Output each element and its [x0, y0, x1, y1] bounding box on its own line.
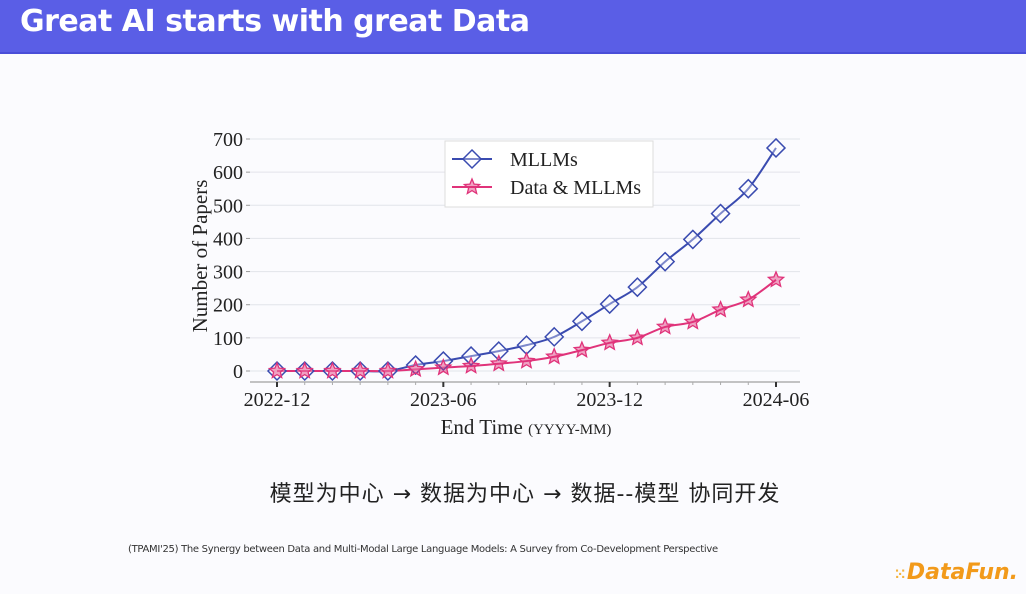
mllms-point	[682, 229, 703, 250]
y-tick-label: 200	[213, 295, 243, 317]
mllms-point	[627, 277, 648, 298]
evolution-caption: 模型为中心 → 数据为中心 → 数据--模型 协同开发	[269, 482, 781, 507]
mllms-point	[655, 251, 676, 272]
datafun-logo: ⁙DataFun.	[894, 560, 1018, 585]
data-mllms-point	[406, 359, 425, 378]
y-tick-label: 400	[213, 228, 243, 250]
data-mllms-point	[323, 361, 342, 379]
legend-label: Data & MLLMs	[510, 177, 641, 199]
data-mllms-point	[517, 351, 536, 369]
legend-label: MLLMs	[510, 149, 578, 171]
y-axis-ticks: 0 100 200 300 400 500 600 700	[213, 129, 250, 383]
paper-citation: (TPAMI'25) The Synergy between Data and …	[128, 544, 718, 555]
data-mllms-point	[655, 317, 675, 335]
mllms-point	[460, 346, 482, 367]
x-axis-label-main: End Time	[441, 415, 529, 439]
mllms-point	[571, 311, 593, 332]
x-axis: 2022-12 2023-06 2023-12 2024-06	[244, 381, 810, 411]
y-tick-label: 500	[213, 195, 243, 217]
data-mllms-point	[739, 289, 758, 308]
mllms-point	[765, 137, 787, 159]
y-tick-label: 300	[213, 262, 243, 284]
x-axis-label: End Time (YYYY-MM)	[441, 415, 612, 439]
data-mllms-point	[683, 312, 702, 330]
data-mllms-point	[378, 361, 398, 379]
data-mllms-point	[572, 340, 592, 358]
data-mllms-point	[351, 361, 370, 379]
data-mllms-point	[461, 356, 481, 374]
data-mllms-point	[295, 361, 314, 379]
logo-text: DataFun.	[906, 560, 1018, 585]
header-bar: Great AI starts with great Data	[0, 0, 1026, 54]
data-mllms-point	[766, 270, 786, 288]
x-axis-label-unit: (YYYY-MM)	[528, 422, 611, 438]
x-tick-label: 2023-12	[576, 389, 643, 411]
series-lines	[276, 147, 777, 373]
chart-legend: MLLMs Data & MLLMs	[444, 140, 654, 208]
data-mllms-point	[545, 346, 564, 365]
mllms-point	[488, 341, 509, 362]
x-tick-label: 2024-06	[743, 389, 810, 411]
y-tick-label: 100	[213, 328, 243, 350]
y-tick-label: 600	[213, 162, 243, 184]
mllms-point	[738, 178, 759, 199]
slide-title: Great AI starts with great Data	[20, 4, 530, 39]
mllms-point	[544, 326, 565, 347]
data-mllms-point	[489, 353, 509, 372]
y-tick-label: 0	[233, 361, 243, 383]
x-tick-label: 2023-06	[410, 389, 477, 411]
legend-box	[444, 140, 654, 208]
y-tick-label: 700	[213, 129, 243, 151]
legend-diamond-icon	[461, 148, 483, 170]
x-tick-label: 2022-12	[244, 389, 311, 411]
series-markers	[266, 137, 787, 382]
data-mllms-point	[267, 361, 287, 379]
series-line-data-mllms	[276, 279, 777, 373]
y-axis-label: Number of Papers	[188, 180, 212, 333]
mllms-point	[710, 203, 731, 224]
legend-star-icon	[462, 177, 482, 195]
data-mllms-point	[711, 300, 730, 318]
mllms-point	[599, 293, 620, 315]
data-mllms-point	[434, 357, 453, 376]
data-mllms-point	[600, 333, 619, 351]
sparkle-icon: ⁙	[894, 567, 906, 583]
data-mllms-point	[628, 328, 647, 346]
